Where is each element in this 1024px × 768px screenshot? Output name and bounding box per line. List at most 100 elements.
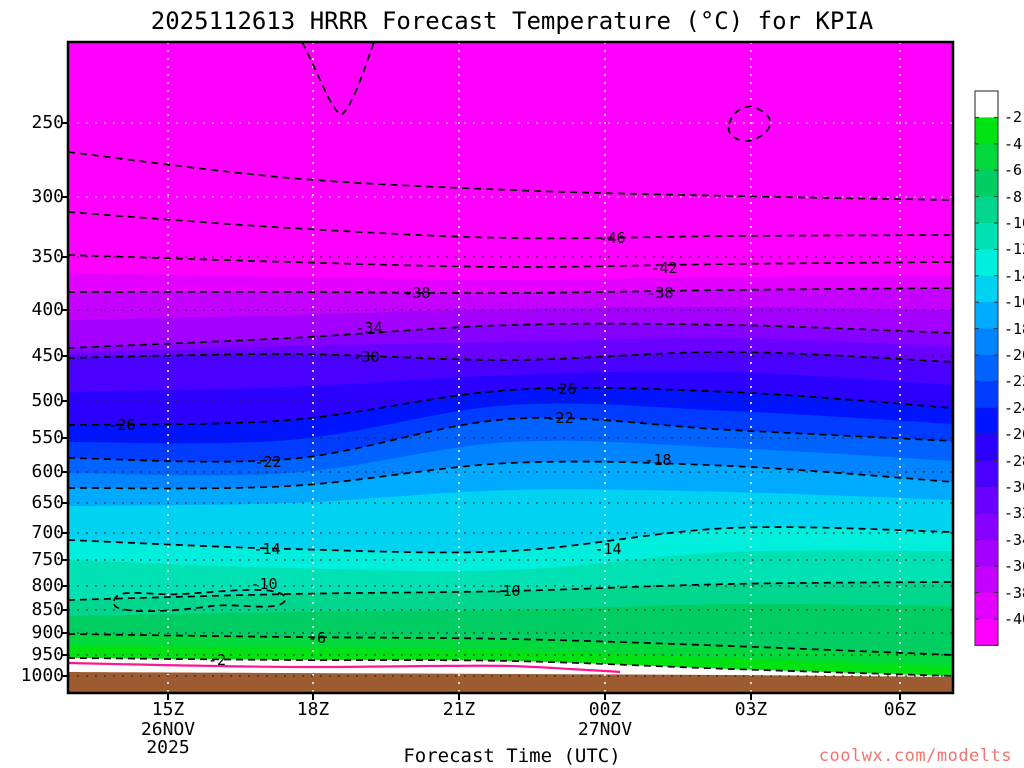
y-axis-label-350: 350 [31,246,64,267]
isotherm--30 [68,351,953,363]
x-axis-label-00Z: 00Z [588,699,622,720]
colorbar-segment [975,223,998,250]
colorbar-label--28: -28 [1004,452,1024,470]
contour-label: -10 [250,575,277,593]
colorbar-label--32: -32 [1004,504,1024,522]
colorbar-segment [975,196,998,224]
colorbar-segment [975,143,998,171]
colorbar-label--24: -24 [1004,399,1024,417]
colorbar-segment [975,566,998,593]
colorbar-segment [975,249,998,277]
colorbar-label--36: -36 [1004,557,1024,575]
x-axis-label-21Z: 21Z [442,699,476,720]
colorbar-label--2: -2 [1004,108,1023,126]
isotherm--38 [68,287,953,294]
y-axis-label-500: 500 [31,390,64,411]
colorbar-label--34: -34 [1004,531,1024,549]
colorbar-label--18: -18 [1004,320,1024,338]
x-axis-sublabel-26NOV: 26NOV [140,719,196,740]
contour-label: -26 [108,416,135,434]
x-axis-label-03Z: 03Z [734,699,768,720]
y-axis-label-600: 600 [31,461,64,482]
closed_contour_250hpa_path [727,105,772,142]
colorbar-segment [975,513,998,541]
contour-label: -18 [644,451,671,469]
colorbar-label--6: -6 [1004,161,1023,179]
contour-label: -46 [598,229,625,247]
x-axis-title: Forecast Time (UTC) [403,745,621,767]
watermark-text: coolwx.com/modelts [818,746,1012,766]
isotherm--22 [68,417,953,463]
x-axis-label-18Z: 18Z [296,699,330,720]
colorbar-label--8: -8 [1004,188,1023,206]
y-axis-label-550: 550 [31,427,64,448]
isotherm--6 [68,633,953,656]
colorbar-segment [975,91,998,118]
colorbar-border [974,90,999,647]
tropopause_dip_path [301,42,375,117]
colorbar-segment [975,302,998,329]
isotherm--50 [68,151,953,201]
colorbar-segment [975,275,998,303]
colorbar-label--16: -16 [1004,293,1024,311]
isotherm--42 [68,254,953,268]
contour-label: -34 [355,319,382,337]
colorbar [974,90,999,647]
isotherm--18 [68,460,953,490]
x-axis-sublabel-27NOV: 27NOV [577,719,633,740]
contour-label: -10 [493,582,520,600]
y-axis-label-750: 750 [31,549,64,570]
colorbar-label--20: -20 [1004,346,1024,364]
colorbar-label--38: -38 [1004,584,1024,602]
colorbar-segment [975,539,998,567]
isotherm--34 [68,322,953,349]
y-axis-label-800: 800 [31,575,64,596]
colorbar-segment [975,117,998,145]
colorbar-label--22: -22 [1004,372,1024,390]
x-axis-label-06Z: 06Z [883,699,917,720]
colorbar-segment [975,487,998,514]
colorbar-segment [975,381,998,409]
x-axis-sublabel-2025: 2025 [146,737,190,758]
y-axis-label-400: 400 [31,299,64,320]
y-axis-label-900: 900 [31,622,64,643]
colorbar-label--14: -14 [1004,267,1024,285]
colorbar-label--26: -26 [1004,425,1024,443]
ground-band [68,672,953,693]
y-axis-label-950: 950 [31,644,64,665]
contour-label: -14 [594,540,621,558]
closed_contour_minus10_path [113,589,287,613]
colorbar-segment [975,170,998,197]
y-axis-label-450: 450 [31,345,64,366]
contour-label: -22 [546,409,573,427]
colorbar-segment [975,355,998,382]
colorbar-segment [975,619,998,646]
colorbar-segment [975,407,998,435]
colorbar-segment [975,328,998,356]
y-axis-label-850: 850 [31,599,64,620]
contour-label: -26 [549,380,576,398]
contour-label: -6 [308,629,326,647]
colorbar-segment [975,434,998,461]
colorbar-label--30: -30 [1004,478,1024,496]
isotherm--2 [68,657,953,677]
colorbar-label--10: -10 [1004,214,1024,232]
contour-label: -14 [253,540,280,558]
surface-pink-line [68,661,621,674]
isotherm--46 [68,211,953,240]
colorbar-segment [975,592,998,620]
y-axis-label-300: 300 [31,186,64,207]
x-axis-label-15Z: 15Z [151,699,185,720]
plot-area: -46 -42 -38 -38 -34 -30 -26 -26 -22 -22 -18 -14 -14 -… [68,42,953,693]
contour-label: -38 [403,284,430,302]
contour-label: -22 [254,453,281,471]
isotherm--14 [68,526,953,554]
contour-label: -30 [352,348,379,366]
y-axis-label-700: 700 [31,522,64,543]
colorbar-label--12: -12 [1004,240,1024,258]
contour-label: -2 [208,651,226,669]
isotherm--26 [68,386,953,426]
colorbar-label--4: -4 [1004,135,1023,153]
